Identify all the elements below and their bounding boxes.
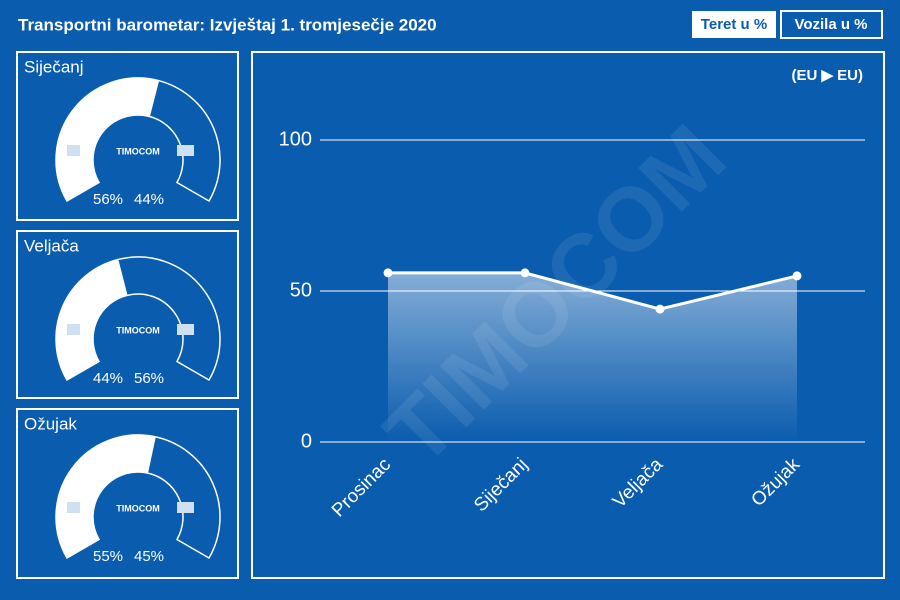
freight-icon — [67, 502, 80, 513]
y-tick-label: 100 — [279, 128, 312, 150]
point — [792, 271, 802, 281]
gauge-title: Siječanj — [24, 57, 84, 76]
gauge-panel — [16, 51, 239, 221]
truck-icon — [177, 145, 194, 156]
gauge-segment — [55, 258, 128, 382]
gauge-logo: TIMOCOM — [116, 503, 160, 513]
area — [388, 272, 797, 442]
freight-button-label[interactable]: Teret u % — [701, 16, 767, 33]
point — [383, 268, 393, 278]
freight-button[interactable] — [692, 11, 776, 38]
page-title: Transportni barometar: Izvještaj 1. trom… — [18, 15, 437, 34]
gauge-value-label: 55% — [93, 548, 123, 565]
gauge-segment — [116, 256, 221, 382]
gauge-logo: TIMOCOM — [116, 325, 160, 335]
line — [388, 271, 798, 311]
truck-icon — [177, 502, 194, 513]
gauge-value-label: 56% — [93, 191, 123, 208]
point — [520, 268, 530, 278]
gauge-value-label: 44% — [93, 370, 123, 387]
freight-icon — [67, 145, 80, 156]
gauge-segment — [55, 77, 160, 203]
gauge-logo: TIMOCOM — [116, 146, 160, 156]
vehicle-button[interactable] — [780, 10, 883, 39]
gauge-value-label: 44% — [134, 191, 164, 208]
gauge-title: Ožujak — [24, 414, 77, 433]
gauge-segment — [148, 79, 221, 203]
line-panel — [251, 51, 885, 579]
gauge-panel — [16, 408, 239, 579]
gauge-segment — [146, 435, 221, 560]
y-tick-label: 50 — [290, 279, 312, 301]
y-tick-label: 0 — [301, 430, 312, 452]
freight-icon — [67, 324, 80, 335]
gauge-panel — [16, 230, 239, 399]
truck-icon — [177, 324, 194, 335]
vehicle-button-label[interactable]: Vozila u % — [794, 16, 867, 33]
gauge-value-label: 56% — [134, 370, 164, 387]
gauge-title: Veljača — [24, 236, 79, 255]
annotation: (EU ▶ EU) — [791, 67, 863, 84]
gauge-segment — [55, 434, 156, 560]
gauge-value-label: 45% — [134, 548, 164, 565]
point — [655, 304, 665, 314]
